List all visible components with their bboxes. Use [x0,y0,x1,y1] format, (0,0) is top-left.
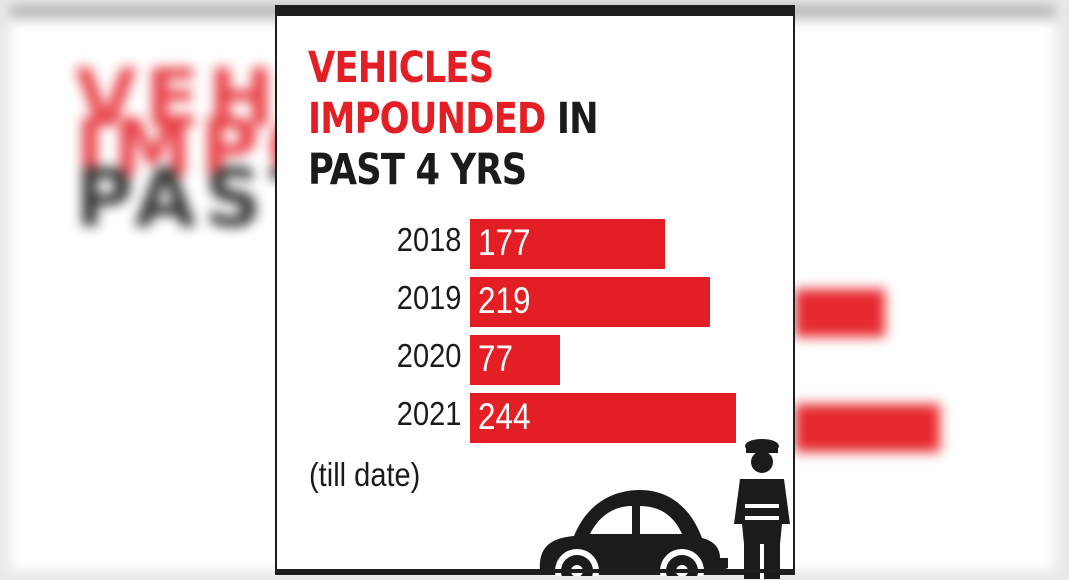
title-line1: VEHICLES [308,43,494,93]
ground-line [277,569,793,573]
bar-row-2018: 2018 177 [277,219,793,269]
bar: 244 [470,393,736,443]
bar: 177 [470,219,665,269]
title-line2-red: IMPOUNDED [308,94,546,144]
title-line2-black: IN [545,94,599,144]
till-date-note: (till date) [309,456,421,493]
bar-row-2021: 2021 244 [277,393,793,443]
year-label: 2019 [396,279,461,316]
traffic-police-icon [734,439,790,579]
year-label: 2021 [396,395,461,432]
year-label: 2020 [396,337,461,374]
chart-title: VEHICLES IMPOUNDED IN PAST 4 YRS [308,43,599,196]
bg-bar [795,289,885,337]
bar: 219 [470,277,710,327]
bar-value: 244 [478,396,531,437]
bar-value: 77 [478,338,513,379]
car-icon [539,490,728,576]
year-label: 2018 [396,221,461,258]
bar-row-2020: 2020 77 [277,335,793,385]
bar-value: 177 [478,222,531,263]
title-line3: PAST 4 YRS [308,145,527,195]
bg-bar [795,404,940,452]
infographic-card: VEHICLES IMPOUNDED IN PAST 4 YRS 2018 17… [275,5,795,579]
bar-value: 219 [478,280,531,321]
bar: 77 [470,335,560,385]
bar-row-2019: 2019 219 [277,277,793,327]
